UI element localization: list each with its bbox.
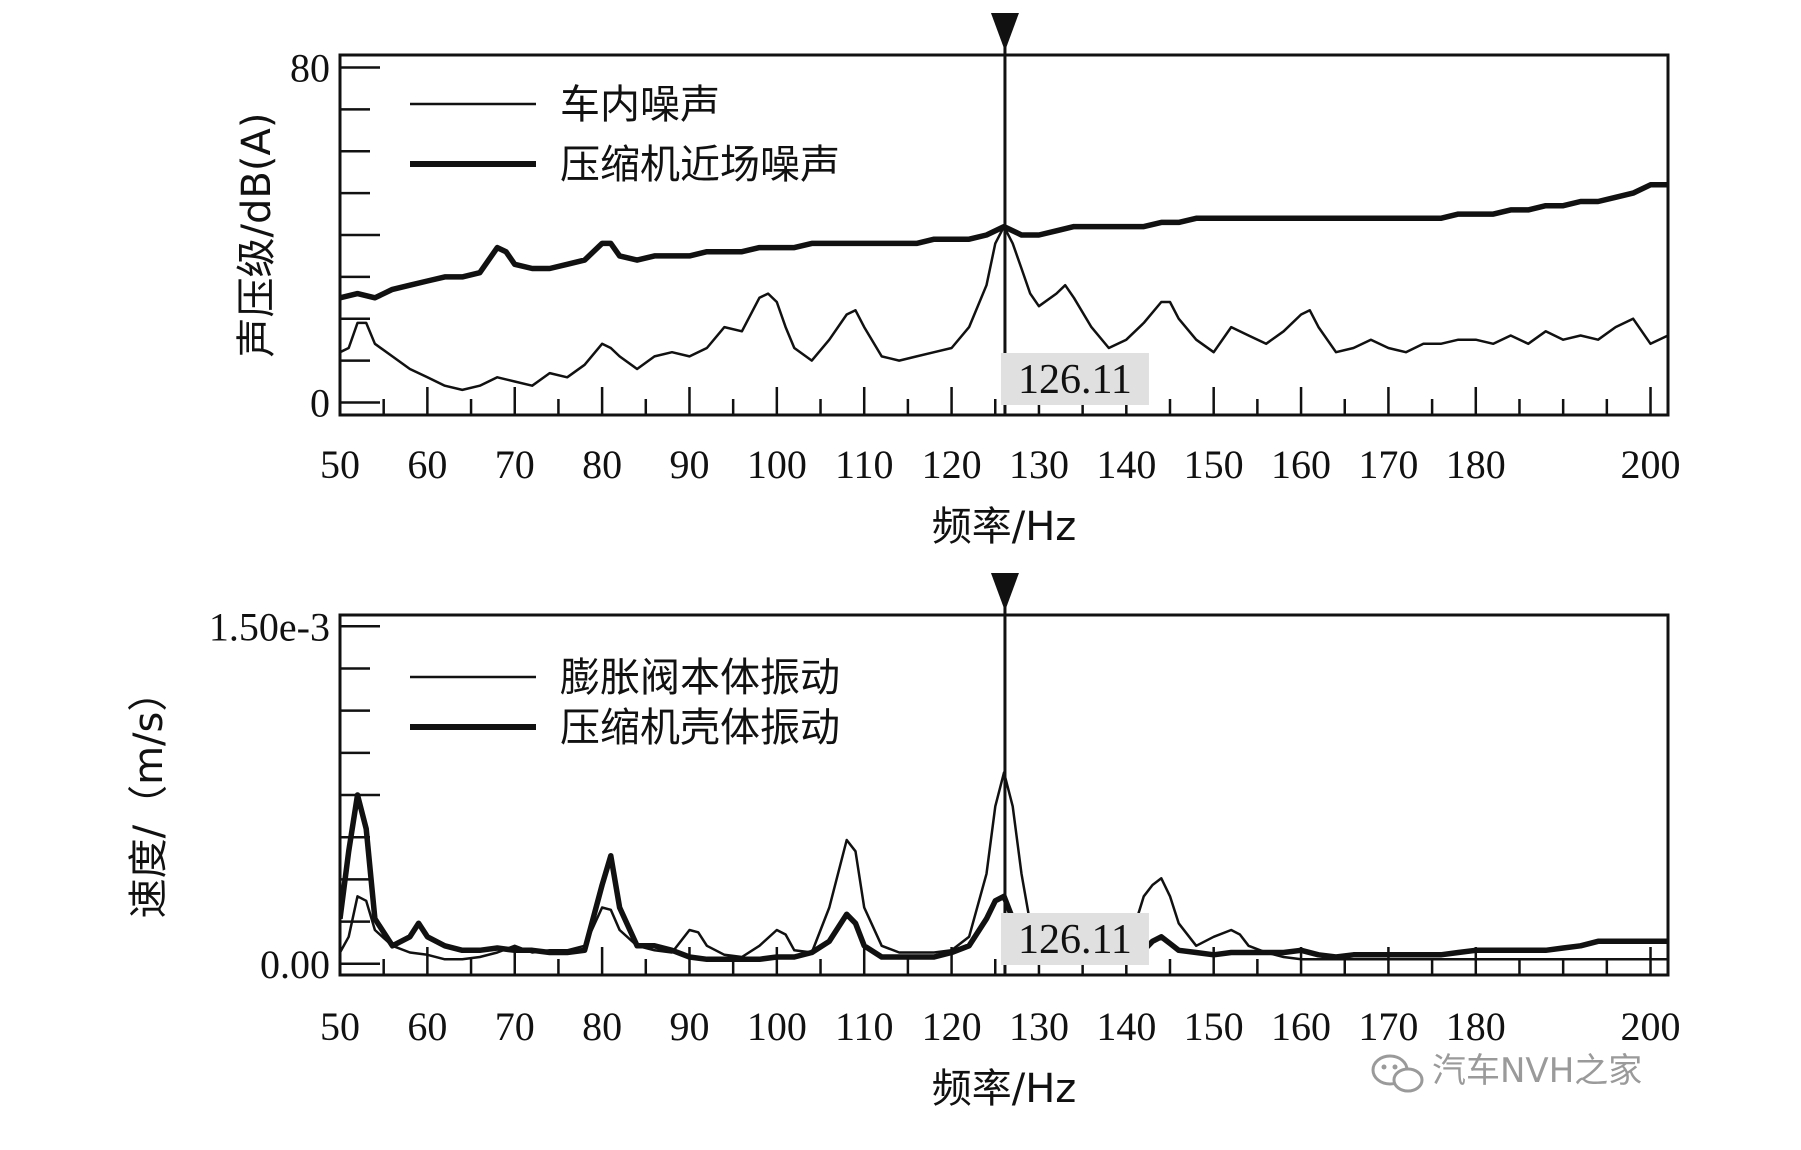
x-tick-label: 80 bbox=[582, 442, 622, 487]
series-line-thin bbox=[340, 225, 1668, 392]
x-tick-label: 160 bbox=[1271, 442, 1331, 487]
x-tick-label: 100 bbox=[747, 1004, 807, 1049]
y-tick-label: 1.50e-3 bbox=[209, 604, 330, 649]
x-tick-label: 90 bbox=[669, 1004, 709, 1049]
chart-bottom: 0.00 1.50e-3 50 60 70 80 90 100 110 120 130 140 150 1… bbox=[126, 573, 1681, 1112]
x-tick-label: 180 bbox=[1446, 442, 1506, 487]
x-tick-label: 200 bbox=[1621, 1004, 1681, 1049]
x-tick-label: 60 bbox=[407, 1004, 447, 1049]
series-line-thick bbox=[340, 792, 1668, 963]
marker-label-box bbox=[1000, 913, 1149, 965]
x-tick-label: 170 bbox=[1358, 442, 1418, 487]
marker-arrow-icon bbox=[990, 13, 1019, 51]
x-tick-label: 130 bbox=[1009, 442, 1069, 487]
x-tick-label: 80 bbox=[582, 1004, 622, 1049]
x-tick-label: 140 bbox=[1096, 1004, 1156, 1049]
wechat-icon bbox=[1371, 1054, 1424, 1093]
x-axis-title: 频率/Hz bbox=[932, 504, 1077, 550]
x-tick-label: 100 bbox=[747, 442, 807, 487]
legend-entry: 压缩机近场噪声 bbox=[560, 142, 840, 188]
x-tick-label: 200 bbox=[1621, 442, 1681, 487]
x-axis-title: 频率/Hz bbox=[932, 1066, 1077, 1112]
x-tick-label: 70 bbox=[495, 442, 535, 487]
x-tick-label: 170 bbox=[1358, 1004, 1418, 1049]
marker-label: 126.11 bbox=[1018, 917, 1132, 963]
series-line-thick bbox=[340, 182, 1668, 301]
y-axis-title: 声压级/dB(A) bbox=[234, 113, 280, 358]
x-tick-label: 50 bbox=[320, 1004, 360, 1049]
x-tick-label: 150 bbox=[1184, 1004, 1244, 1049]
x-tick-label: 90 bbox=[669, 442, 709, 487]
chart-top: 0 80 50 60 70 80 90 100 110 120 130 140 150 160 170 180… bbox=[234, 13, 1681, 550]
x-tick-label: 150 bbox=[1184, 442, 1244, 487]
marker-label: 126.11 bbox=[1018, 357, 1132, 403]
y-tick-label: 0 bbox=[310, 380, 330, 425]
watermark-text: 汽车NVH之家 bbox=[1432, 1051, 1642, 1091]
x-tick-label: 110 bbox=[835, 1004, 894, 1049]
legend-entry: 压缩机壳体振动 bbox=[560, 705, 840, 751]
y-tick-label: 0.00 bbox=[260, 942, 330, 987]
legend-entry: 车内噪声 bbox=[560, 82, 720, 128]
watermark: 汽车NVH之家 bbox=[1371, 1051, 1642, 1093]
y-tick-label: 80 bbox=[290, 46, 330, 91]
x-tick-label: 120 bbox=[922, 442, 982, 487]
x-tick-label: 110 bbox=[835, 442, 894, 487]
x-tick-label: 180 bbox=[1446, 1004, 1506, 1049]
x-tick-label: 120 bbox=[922, 1004, 982, 1049]
marker-label-box bbox=[1000, 353, 1149, 405]
x-tick-label: 130 bbox=[1009, 1004, 1069, 1049]
legend-entry: 膨胀阀本体振动 bbox=[560, 655, 840, 701]
x-tick-label: 70 bbox=[495, 1004, 535, 1049]
y-axis-title: 速度/（m/s） bbox=[126, 672, 172, 919]
marker-arrow-icon bbox=[990, 573, 1019, 611]
x-tick-label: 160 bbox=[1271, 1004, 1331, 1049]
x-tick-label: 60 bbox=[407, 442, 447, 487]
x-tick-label: 50 bbox=[320, 442, 360, 487]
x-tick-label: 140 bbox=[1096, 442, 1156, 487]
